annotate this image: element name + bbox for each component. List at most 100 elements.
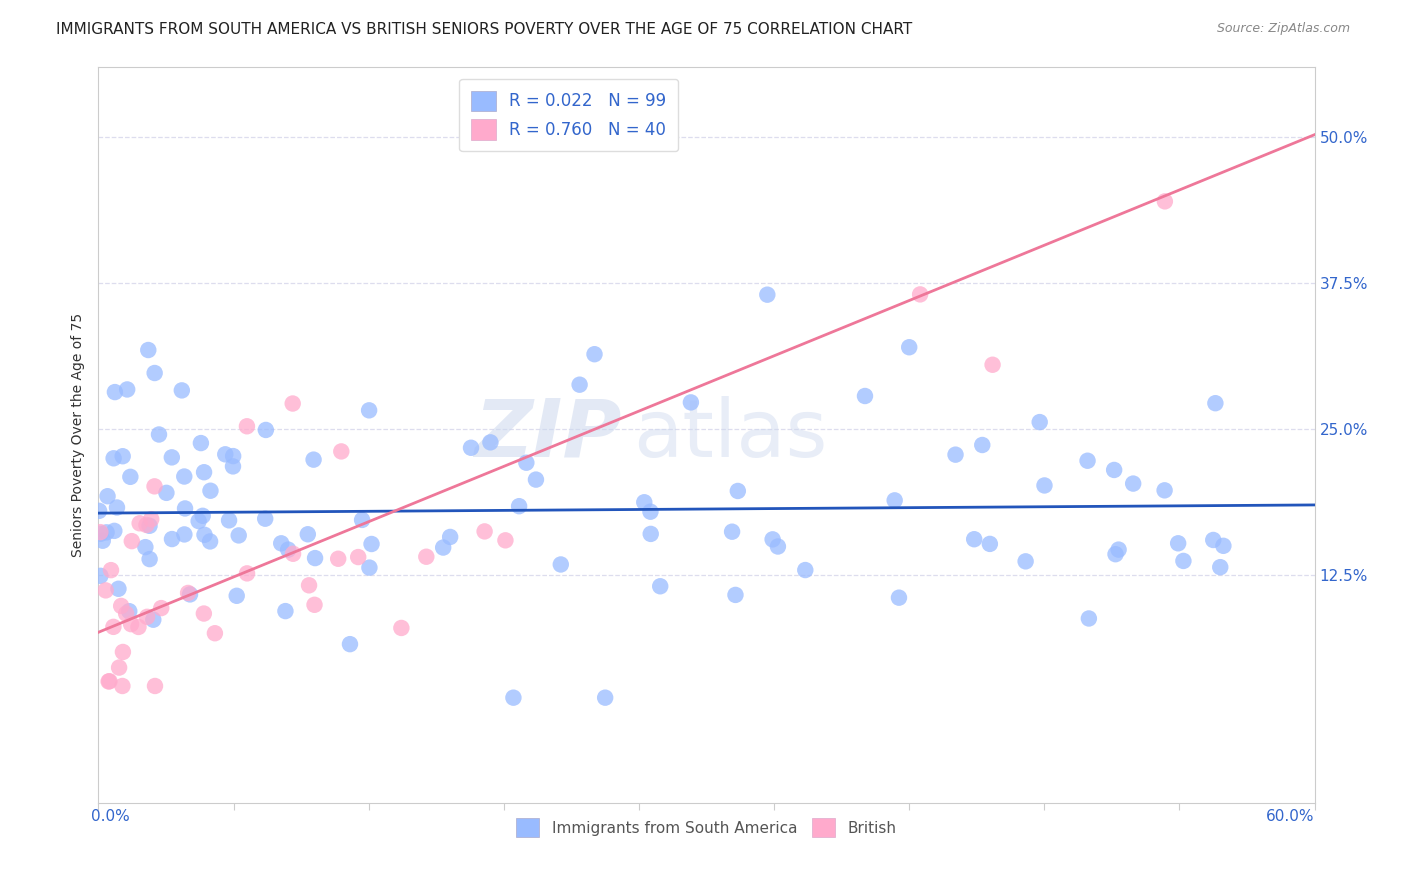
Point	[127, 620, 149, 634]
Point	[1033, 478, 1056, 492]
Point	[134, 540, 156, 554]
Point	[160, 532, 183, 546]
Point	[138, 552, 160, 566]
Point	[298, 578, 321, 592]
Point	[143, 679, 166, 693]
Point	[359, 403, 381, 417]
Point	[304, 598, 326, 612]
Point	[236, 566, 259, 581]
Point	[100, 563, 122, 577]
Point	[222, 459, 245, 474]
Point	[143, 366, 166, 380]
Point	[160, 450, 183, 465]
Point	[297, 527, 319, 541]
Point	[640, 527, 662, 541]
Point	[90, 526, 112, 541]
Point	[460, 441, 482, 455]
Point	[415, 549, 437, 564]
Point	[762, 533, 785, 547]
Point	[1077, 611, 1099, 625]
Point	[173, 527, 195, 541]
Point	[1028, 415, 1050, 429]
Point	[479, 435, 502, 450]
Text: ZIP: ZIP	[474, 396, 621, 474]
Point	[111, 679, 134, 693]
Point	[328, 551, 350, 566]
Point	[155, 486, 177, 500]
Point	[193, 607, 215, 621]
Point	[359, 560, 381, 574]
Point	[136, 610, 159, 624]
Point	[108, 660, 131, 674]
Point	[304, 551, 326, 566]
Point	[141, 512, 163, 526]
Point	[128, 516, 150, 531]
Point	[721, 524, 744, 539]
Y-axis label: Seniors Poverty Over the Age of 75: Seniors Poverty Over the Age of 75	[72, 313, 86, 557]
Point	[898, 340, 921, 354]
Point	[281, 396, 304, 410]
Point	[96, 525, 118, 540]
Point	[254, 423, 277, 437]
Point	[979, 537, 1001, 551]
Point	[138, 518, 160, 533]
Point	[633, 495, 655, 509]
Point	[352, 513, 374, 527]
Point	[193, 465, 215, 479]
Point	[225, 589, 247, 603]
Point	[105, 500, 128, 515]
Point	[135, 518, 157, 533]
Point	[148, 427, 170, 442]
Point	[277, 542, 299, 557]
Point	[1202, 533, 1225, 547]
Point	[115, 383, 138, 397]
Point	[1122, 476, 1144, 491]
Point	[650, 579, 672, 593]
Point	[150, 601, 173, 615]
Point	[432, 541, 454, 555]
Point	[198, 534, 221, 549]
Point	[179, 587, 201, 601]
Point	[766, 540, 789, 554]
Point	[502, 690, 524, 705]
Point	[222, 449, 245, 463]
Point	[853, 389, 876, 403]
Point	[360, 537, 382, 551]
Point	[908, 287, 931, 301]
Text: IMMIGRANTS FROM SOUTH AMERICA VS BRITISH SENIORS POVERTY OVER THE AGE OF 75 CORR: IMMIGRANTS FROM SOUTH AMERICA VS BRITISH…	[56, 22, 912, 37]
Point	[97, 674, 120, 689]
Point	[143, 479, 166, 493]
Point	[218, 513, 240, 527]
Point	[91, 533, 114, 548]
Point	[515, 456, 537, 470]
Point	[120, 617, 142, 632]
Point	[887, 591, 910, 605]
Point	[236, 419, 259, 434]
Point	[111, 449, 134, 463]
Point	[640, 505, 662, 519]
Point	[1173, 554, 1195, 568]
Point	[103, 620, 125, 634]
Point	[1153, 483, 1175, 498]
Point	[104, 385, 127, 400]
Point	[115, 607, 138, 621]
Point	[1014, 554, 1036, 568]
Point	[94, 583, 117, 598]
Point	[118, 604, 141, 618]
Point	[389, 621, 412, 635]
Point	[550, 558, 572, 572]
Point	[1167, 536, 1189, 550]
Point	[1108, 542, 1130, 557]
Point	[96, 489, 118, 503]
Point	[89, 569, 111, 583]
Point	[1104, 547, 1126, 561]
Point	[228, 528, 250, 542]
Point	[524, 473, 547, 487]
Point	[187, 514, 209, 528]
Point	[103, 524, 125, 538]
Point	[177, 586, 200, 600]
Text: 60.0%: 60.0%	[1267, 809, 1315, 823]
Point	[98, 674, 121, 689]
Point	[1204, 396, 1226, 410]
Point	[200, 483, 222, 498]
